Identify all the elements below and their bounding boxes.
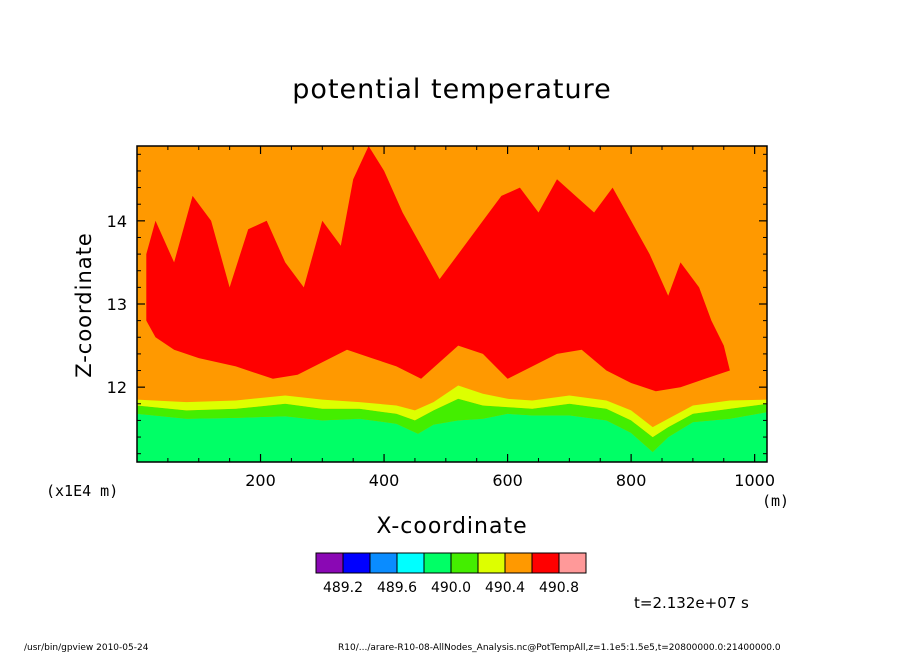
footer-source-file: R10/.../arare-R10-08-AllNodes_Analysis.n… [338, 643, 781, 653]
colorbar-swatch [558, 552, 587, 574]
plot-area [137, 146, 767, 462]
colorbar-swatch [504, 552, 533, 574]
x-tick-label: 1000 [734, 471, 775, 490]
contour-band-0 [137, 412, 767, 462]
colorbar-swatch [315, 552, 344, 574]
colorbar-label: 490.0 [431, 580, 471, 596]
y-tick-label: 12 [107, 378, 127, 397]
colorbar-legend: 489.2 489.6 490.0 490.4 490.8 [315, 552, 587, 596]
chart-title: potential temperature [292, 74, 612, 105]
y-scale-note: (x1E4 m) [46, 482, 119, 500]
colorbar-label: 490.4 [485, 580, 525, 596]
x-tick-label: 800 [616, 471, 647, 490]
colorbar-label: 490.8 [539, 580, 579, 596]
x-tick-label: 200 [245, 471, 276, 490]
contour-band-3 [146, 146, 730, 392]
colorbar-swatch [477, 552, 506, 574]
colorbar-swatch [342, 552, 371, 574]
y-tick-label: 13 [107, 295, 127, 314]
colorbar-swatch [369, 552, 398, 574]
x-unit-note: (m) [762, 492, 790, 510]
x-axis-label: X-coordinate [376, 514, 528, 539]
colorbar-label: 489.2 [323, 580, 363, 596]
x-tick-label: 600 [492, 471, 523, 490]
colorbar-swatch [450, 552, 479, 574]
colorbar-swatch [531, 552, 560, 574]
contour-band-1 [137, 398, 767, 452]
colorbar-label: 489.6 [377, 580, 417, 596]
contour-band-2 [137, 385, 767, 438]
colorbar-swatch [423, 552, 452, 574]
x-tick-label: 400 [369, 471, 400, 490]
colorbar-swatch [396, 552, 425, 574]
axes: 200 400 600 800 1000 12 13 14 [107, 145, 775, 490]
time-label: t=2.132e+07 s [634, 594, 749, 612]
y-tick-label: 14 [107, 212, 127, 231]
footer-program-date: /usr/bin/gpview 2010-05-24 [24, 643, 149, 653]
